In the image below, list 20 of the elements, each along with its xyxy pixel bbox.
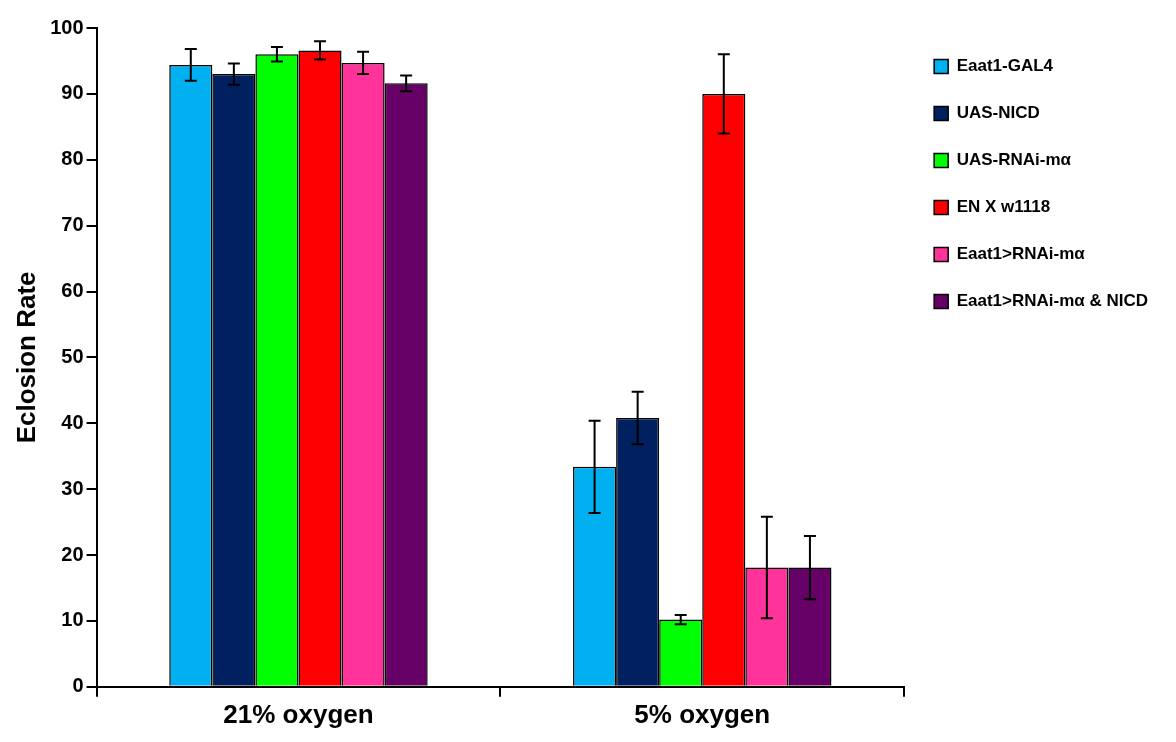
legend-label: Eaat1>RNAi-mα & NICD	[956, 291, 1149, 311]
x-tick-label: 21% oxygen	[223, 698, 374, 729]
y-tick-label: 0	[72, 674, 84, 697]
y-axis-title: Eclosion Rate	[10, 271, 41, 444]
legend-label: UAS-RNAi-mα	[956, 150, 1072, 170]
legend-label: EN X w1118	[956, 197, 1051, 217]
y-tick-label: 20	[61, 542, 84, 565]
y-tick-label: 90	[61, 81, 84, 104]
x-tick-label: 5% oxygen	[634, 698, 771, 729]
y-tick-label: 50	[61, 344, 84, 367]
legend-label: Eaat1>RNAi-mα	[956, 244, 1086, 264]
y-tick-label: 40	[61, 410, 84, 433]
y-tick-label: 10	[61, 608, 84, 631]
y-tick-label: 60	[61, 279, 84, 302]
y-tick-label: 70	[61, 213, 84, 236]
y-tick-label: 100	[50, 15, 84, 38]
y-tick-label: 30	[61, 476, 84, 499]
legend-label: Eaat1-GAL4	[956, 56, 1054, 76]
legend-label: UAS-NICD	[956, 103, 1040, 123]
y-tick-label: 80	[61, 147, 84, 170]
